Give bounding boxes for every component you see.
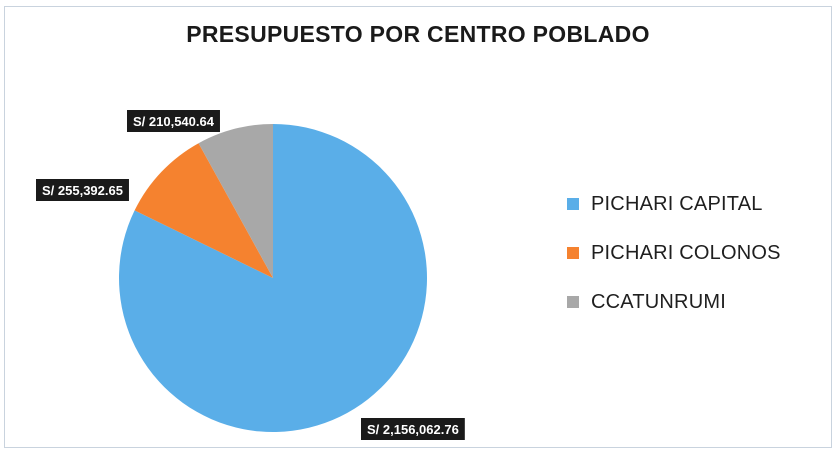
chart-title: PRESUPUESTO POR CENTRO POBLADO xyxy=(186,21,650,47)
legend-item-pichari-capital: PICHARI CAPITAL xyxy=(567,192,781,216)
svg-text:S/ 2,156,062.76: S/ 2,156,062.76 xyxy=(367,422,459,437)
svg-text:S/ 210,540.64: S/ 210,540.64 xyxy=(133,114,215,129)
legend-item-pichari-colonos: PICHARI COLONOS xyxy=(567,241,781,265)
legend-swatch-pichari-colonos xyxy=(567,247,579,259)
pie-chart: S/ 2,156,062.76 S/ 255,392.65 S/ 210,540.6… xyxy=(36,110,465,440)
svg-text:S/ 255,392.65: S/ 255,392.65 xyxy=(42,183,123,198)
pie-slice-pichari-colonos xyxy=(134,143,273,278)
data-label-pichari-capital: S/ 2,156,062.76 xyxy=(361,418,465,440)
pie-slice-ccatunrumi xyxy=(198,124,273,278)
data-label-pichari-colonos: S/ 255,392.65 xyxy=(36,179,129,201)
legend-swatch-ccatunrumi xyxy=(567,296,579,308)
legend-swatch-pichari-capital xyxy=(567,198,579,210)
legend: PICHARI CAPITAL PICHARI COLONOS CCATUNRU… xyxy=(567,192,781,339)
legend-label-ccatunrumi: CCATUNRUMI xyxy=(591,290,726,313)
chart-frame: PRESUPUESTO POR CENTRO POBLADO S/ 2,156,… xyxy=(4,6,832,448)
legend-label-pichari-colonos: PICHARI COLONOS xyxy=(591,241,781,264)
data-label-ccatunrumi: S/ 210,540.64 xyxy=(127,110,220,132)
legend-label-pichari-capital: PICHARI CAPITAL xyxy=(591,192,763,215)
legend-item-ccatunrumi: CCATUNRUMI xyxy=(567,290,781,314)
